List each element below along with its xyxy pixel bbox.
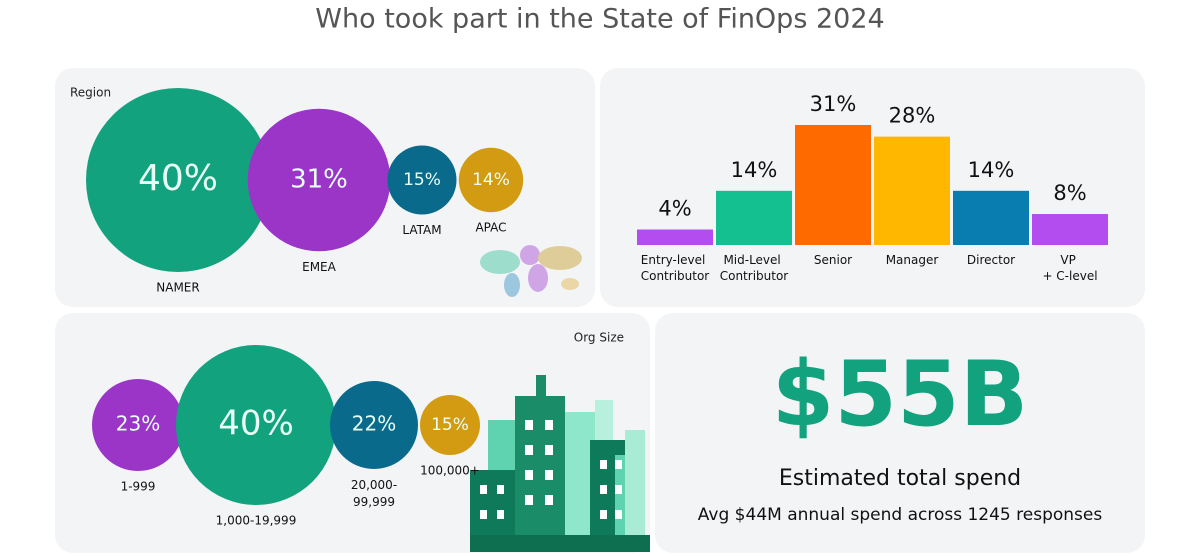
bubble (247, 108, 391, 252)
bubble (86, 88, 270, 272)
category-label: Entry-level Contributor (641, 253, 710, 283)
category-label: NAMER (156, 281, 199, 295)
world-map (480, 245, 582, 297)
category-label: LATAM (402, 223, 441, 237)
bar (1032, 214, 1108, 245)
category-label: 20,000-99,999 (351, 478, 397, 509)
stat-value: $55B (772, 342, 1028, 447)
value-label: 15% (403, 170, 441, 190)
chart-title: Region (70, 86, 111, 100)
value-label: 28% (889, 104, 936, 128)
bar (874, 136, 950, 245)
chart-title: Org Size (574, 331, 624, 345)
bubble (330, 381, 418, 469)
category-label: Director (967, 253, 1015, 267)
bubble (458, 147, 524, 213)
page-title: Who took part in the State of FinOps 202… (315, 4, 884, 35)
stat-note: Avg $44M annual spend across 1245 respon… (698, 505, 1103, 525)
value-label: 14% (472, 170, 510, 190)
value-label: 14% (968, 158, 1015, 182)
category-label: 1,000-19,999 (216, 514, 297, 528)
category-label: VP + C-level (1042, 253, 1097, 283)
bubble (176, 345, 336, 505)
bar (716, 190, 792, 245)
role-card (600, 68, 1145, 307)
value-label: 4% (658, 197, 691, 221)
value-label: 15% (431, 415, 469, 435)
value-label: 40% (218, 404, 294, 444)
bubble (420, 395, 480, 455)
value-label: 23% (116, 412, 160, 436)
stat-label: Estimated total spend (779, 466, 1021, 491)
category-label: EMEA (302, 260, 337, 274)
spend-card (655, 313, 1145, 553)
bubble (387, 145, 457, 215)
value-label: 22% (352, 412, 396, 436)
bar (795, 125, 871, 245)
buildings (470, 375, 650, 552)
category-label: 1-999 (121, 480, 156, 494)
category-label: Mid-Level Contributor (720, 253, 789, 283)
category-label: Manager (886, 253, 939, 267)
value-label: 31% (810, 92, 857, 116)
bar (953, 190, 1029, 245)
category-label: APAC (475, 221, 506, 235)
bubble (92, 379, 184, 471)
value-label: 31% (290, 165, 348, 195)
bar (637, 229, 713, 245)
value-label: 40% (138, 158, 218, 199)
category-label: 100,000+ (420, 464, 480, 478)
value-label: 8% (1053, 181, 1086, 205)
category-label: Senior (814, 253, 852, 267)
value-label: 14% (731, 158, 778, 182)
